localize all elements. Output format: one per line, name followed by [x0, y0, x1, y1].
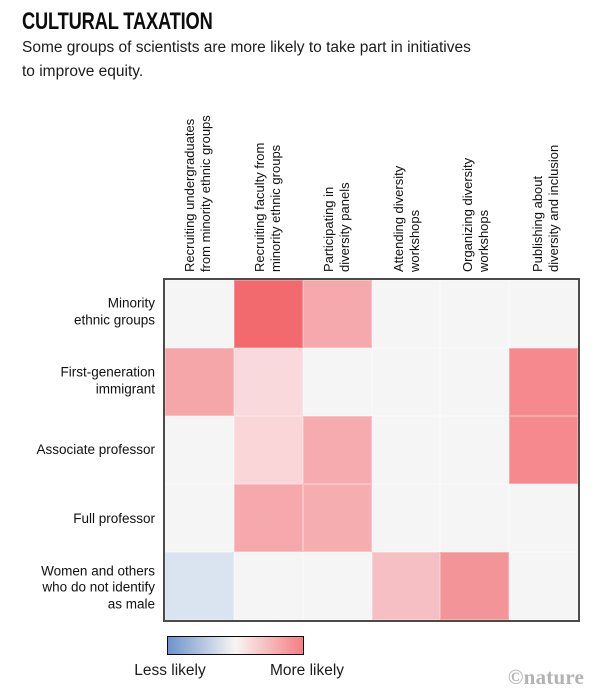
legend-gradient-bar — [167, 636, 304, 655]
column-label: Attending diversity workshops — [391, 165, 422, 272]
heatmap-cell — [302, 348, 372, 416]
heatmap-cell — [371, 416, 441, 484]
page-subtitle: Some groups of scientists are more likel… — [22, 39, 471, 80]
legend-min-label: Less likely — [134, 662, 206, 679]
heatmap-cell — [509, 416, 578, 484]
heatmap-cell — [509, 484, 578, 552]
heatmap-cell — [440, 484, 510, 552]
heatmap-cell — [371, 552, 441, 620]
row-label: Associate professor — [36, 441, 155, 457]
row-label: Women and others who do not identify as … — [41, 562, 155, 611]
nature-logo: ©nature — [507, 665, 584, 689]
heatmap-cell — [233, 280, 303, 348]
heatmap-cell — [165, 552, 234, 620]
heatmap-cell — [440, 348, 510, 416]
column-label: Recruiting undergraduates from minority … — [182, 115, 213, 272]
heatmap-grid — [163, 278, 580, 622]
heatmap-cell — [371, 348, 441, 416]
heatmap-cell — [440, 280, 510, 348]
heatmap-cell — [302, 416, 372, 484]
heatmap-cell — [165, 280, 234, 348]
column-label: Participating in diversity panels — [321, 182, 352, 272]
heatmap-cell — [165, 416, 234, 484]
heatmap-cell — [509, 280, 578, 348]
heatmap-cell — [302, 484, 372, 552]
heatmap-cell — [509, 348, 578, 416]
row-label: First-generation immigrant — [60, 364, 155, 397]
heatmap-cell — [165, 484, 234, 552]
heatmap-cell — [233, 416, 303, 484]
heatmap-cell — [233, 484, 303, 552]
row-label: Minority ethnic groups — [73, 295, 155, 328]
column-label: Organizing diversity workshops — [460, 157, 491, 272]
row-label: Full professor — [73, 510, 155, 526]
page-title: CULTURAL TAXATION — [22, 8, 213, 35]
heatmap-cell — [233, 348, 303, 416]
heatmap-cell — [440, 552, 510, 620]
heatmap-cell — [165, 348, 234, 416]
heatmap-cell — [233, 552, 303, 620]
heatmap-cell — [371, 280, 441, 348]
column-label: Recruiting faculty from minority ethnic … — [252, 142, 283, 272]
heatmap-cell — [371, 484, 441, 552]
legend-max-label: More likely — [269, 662, 345, 679]
heatmap-cell — [509, 552, 578, 620]
heatmap-cell — [302, 280, 372, 348]
column-label: Publishing about diversity and inclusion — [530, 144, 561, 272]
heatmap-cell — [302, 552, 372, 620]
heatmap-cell — [440, 416, 510, 484]
